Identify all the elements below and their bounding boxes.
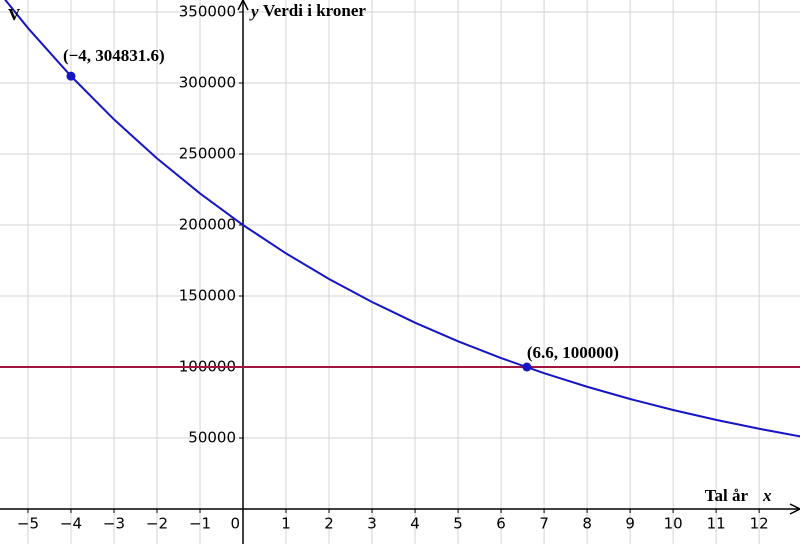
x-axis-symbol: x [762, 486, 772, 505]
x-arrow [789, 503, 800, 515]
x-tick-label: 5 [453, 514, 463, 532]
y-tick-label: 350000 [179, 3, 236, 21]
y-axis-label: Verdi i kroner [263, 1, 366, 20]
y-axis-symbol: y [249, 2, 259, 21]
x-tick-label: 7 [539, 514, 549, 532]
point [522, 362, 532, 372]
x-tick-label: 2 [324, 514, 334, 532]
x-tick-label: 6 [496, 514, 506, 532]
y-tick-label: 200000 [179, 216, 236, 234]
x-tick-label: 0 [230, 514, 240, 532]
x-tick-label: −3 [103, 514, 125, 532]
x-tick-label: −4 [60, 514, 82, 532]
x-tick-label: 3 [367, 514, 377, 532]
x-tick-label: −2 [146, 514, 168, 532]
y-tick-label: 50000 [188, 428, 236, 446]
curve-label: V [8, 5, 21, 24]
x-tick-label: 12 [750, 514, 769, 532]
x-tick-label: −1 [189, 514, 211, 532]
x-tick-label: 1 [281, 514, 291, 532]
point-label: (6.6, 100000) [527, 343, 619, 362]
y-tick-label: 250000 [179, 145, 236, 163]
y-tick-label: 150000 [179, 287, 236, 305]
x-tick-label: 8 [582, 514, 592, 532]
x-tick-label: 9 [625, 514, 635, 532]
x-tick-label: 10 [664, 514, 683, 532]
y-arrow [237, 0, 249, 11]
point-label: (−4, 304831.6) [63, 46, 165, 65]
point [66, 71, 76, 81]
x-tick-label: −5 [17, 514, 39, 532]
y-tick-label: 300000 [179, 74, 236, 92]
x-tick-label: 11 [707, 514, 726, 532]
curve [4, 0, 800, 438]
x-tick-label: 4 [410, 514, 420, 532]
x-axis-label: Tal år [705, 486, 749, 505]
